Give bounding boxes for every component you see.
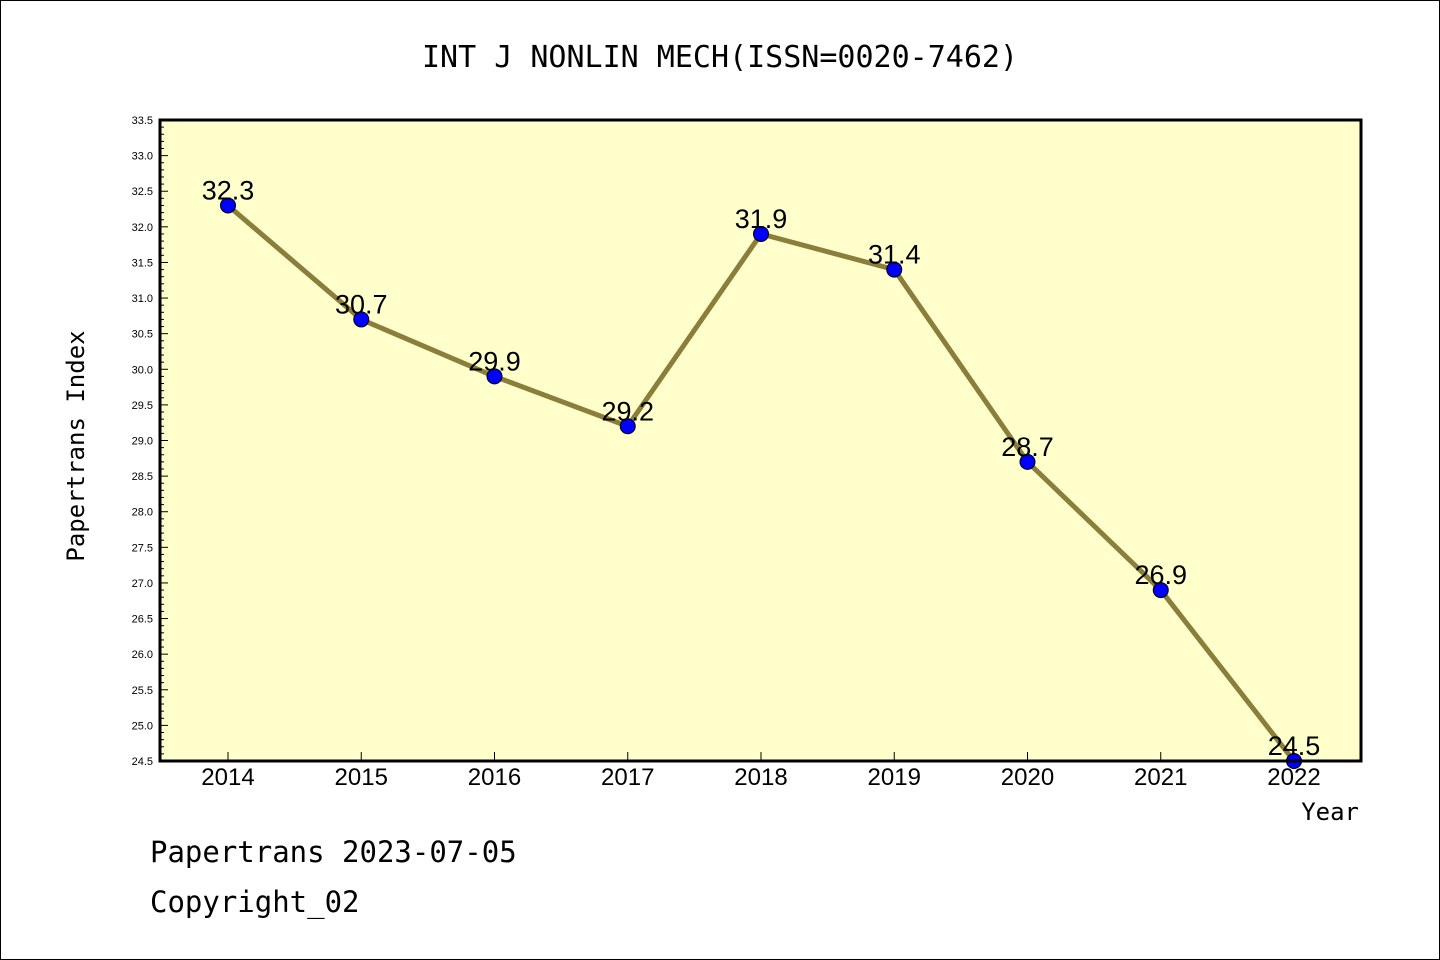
footer-copyright: Copyright_02: [150, 885, 360, 919]
y-tick-label: 31.5: [132, 257, 153, 269]
y-tick-label: 28.0: [132, 507, 153, 519]
data-label: 30.7: [335, 289, 388, 319]
plot-border: [158, 118, 1363, 763]
y-tick-label: 30.5: [132, 329, 153, 341]
data-label: 31.9: [735, 204, 788, 234]
y-tick-label: 33.5: [132, 115, 153, 127]
data-label: 29.9: [468, 346, 521, 376]
y-tick-label: 28.5: [132, 471, 153, 483]
y-tick-label: 27.0: [132, 578, 153, 590]
x-tick-label: 2020: [1001, 764, 1054, 791]
x-tick-label: 2014: [201, 764, 254, 791]
y-tick-label: 31.0: [132, 293, 153, 305]
x-tick-label: 2016: [468, 764, 521, 791]
data-point: [220, 197, 236, 214]
y-tick-label: 25.0: [132, 720, 153, 732]
series-markers: [220, 197, 1302, 769]
data-labels: 32.3 30.7 29.9 29.2 31.9 31.4 28.7 26.9 24.5: [202, 175, 1321, 761]
y-tick-label: 26.5: [132, 614, 153, 626]
data-label: 26.9: [1134, 560, 1187, 590]
y-tick-label: 29.0: [132, 436, 153, 448]
x-tick-label: 2015: [335, 764, 388, 791]
data-point: [753, 225, 769, 242]
y-tick-label: 27.5: [132, 542, 153, 554]
y-tick-label: 32.0: [132, 222, 153, 234]
data-point: [886, 261, 903, 278]
data-point: [353, 311, 370, 328]
data-label: 28.7: [1001, 432, 1054, 462]
x-tick-label: 2019: [868, 764, 921, 791]
y-tick-label: 33.0: [132, 151, 153, 163]
data-point: [1019, 453, 1036, 470]
y-tick-label: 30.0: [132, 364, 153, 376]
y-tick-label: 26.0: [132, 649, 153, 661]
data-point: [619, 418, 636, 435]
data-point: [1152, 582, 1169, 599]
x-axis-ticks: 2014 2015 2016 2017 2018 2019 2020 2021 2022: [201, 752, 1321, 791]
x-tick-label: 2017: [601, 764, 654, 791]
footer-date: Papertrans 2023-07-05: [150, 835, 517, 869]
y-tick-label: 24.5: [132, 756, 153, 768]
data-label: 31.4: [868, 240, 921, 270]
data-label: 24.5: [1268, 731, 1321, 761]
x-tick-label: 2021: [1134, 764, 1187, 791]
data-label: 29.2: [601, 396, 654, 426]
y-tick-label: 25.5: [132, 685, 153, 697]
y-axis-ticks: 24.5 25.0 25.5 26.0 26.5 27.0 27.5 28.0 28.5 29.0…: [132, 115, 168, 768]
data-point: [486, 368, 503, 385]
y-axis-label: Papertrans Index: [62, 330, 90, 561]
chart-title: INT J NONLIN MECH(ISSN=0020-7462): [422, 40, 1018, 75]
x-axis-label: Year: [1301, 798, 1359, 826]
y-tick-label: 29.5: [132, 400, 153, 412]
y-tick-label: 32.5: [132, 186, 153, 198]
data-label: 32.3: [202, 175, 255, 205]
x-tick-label: 2018: [734, 764, 787, 791]
